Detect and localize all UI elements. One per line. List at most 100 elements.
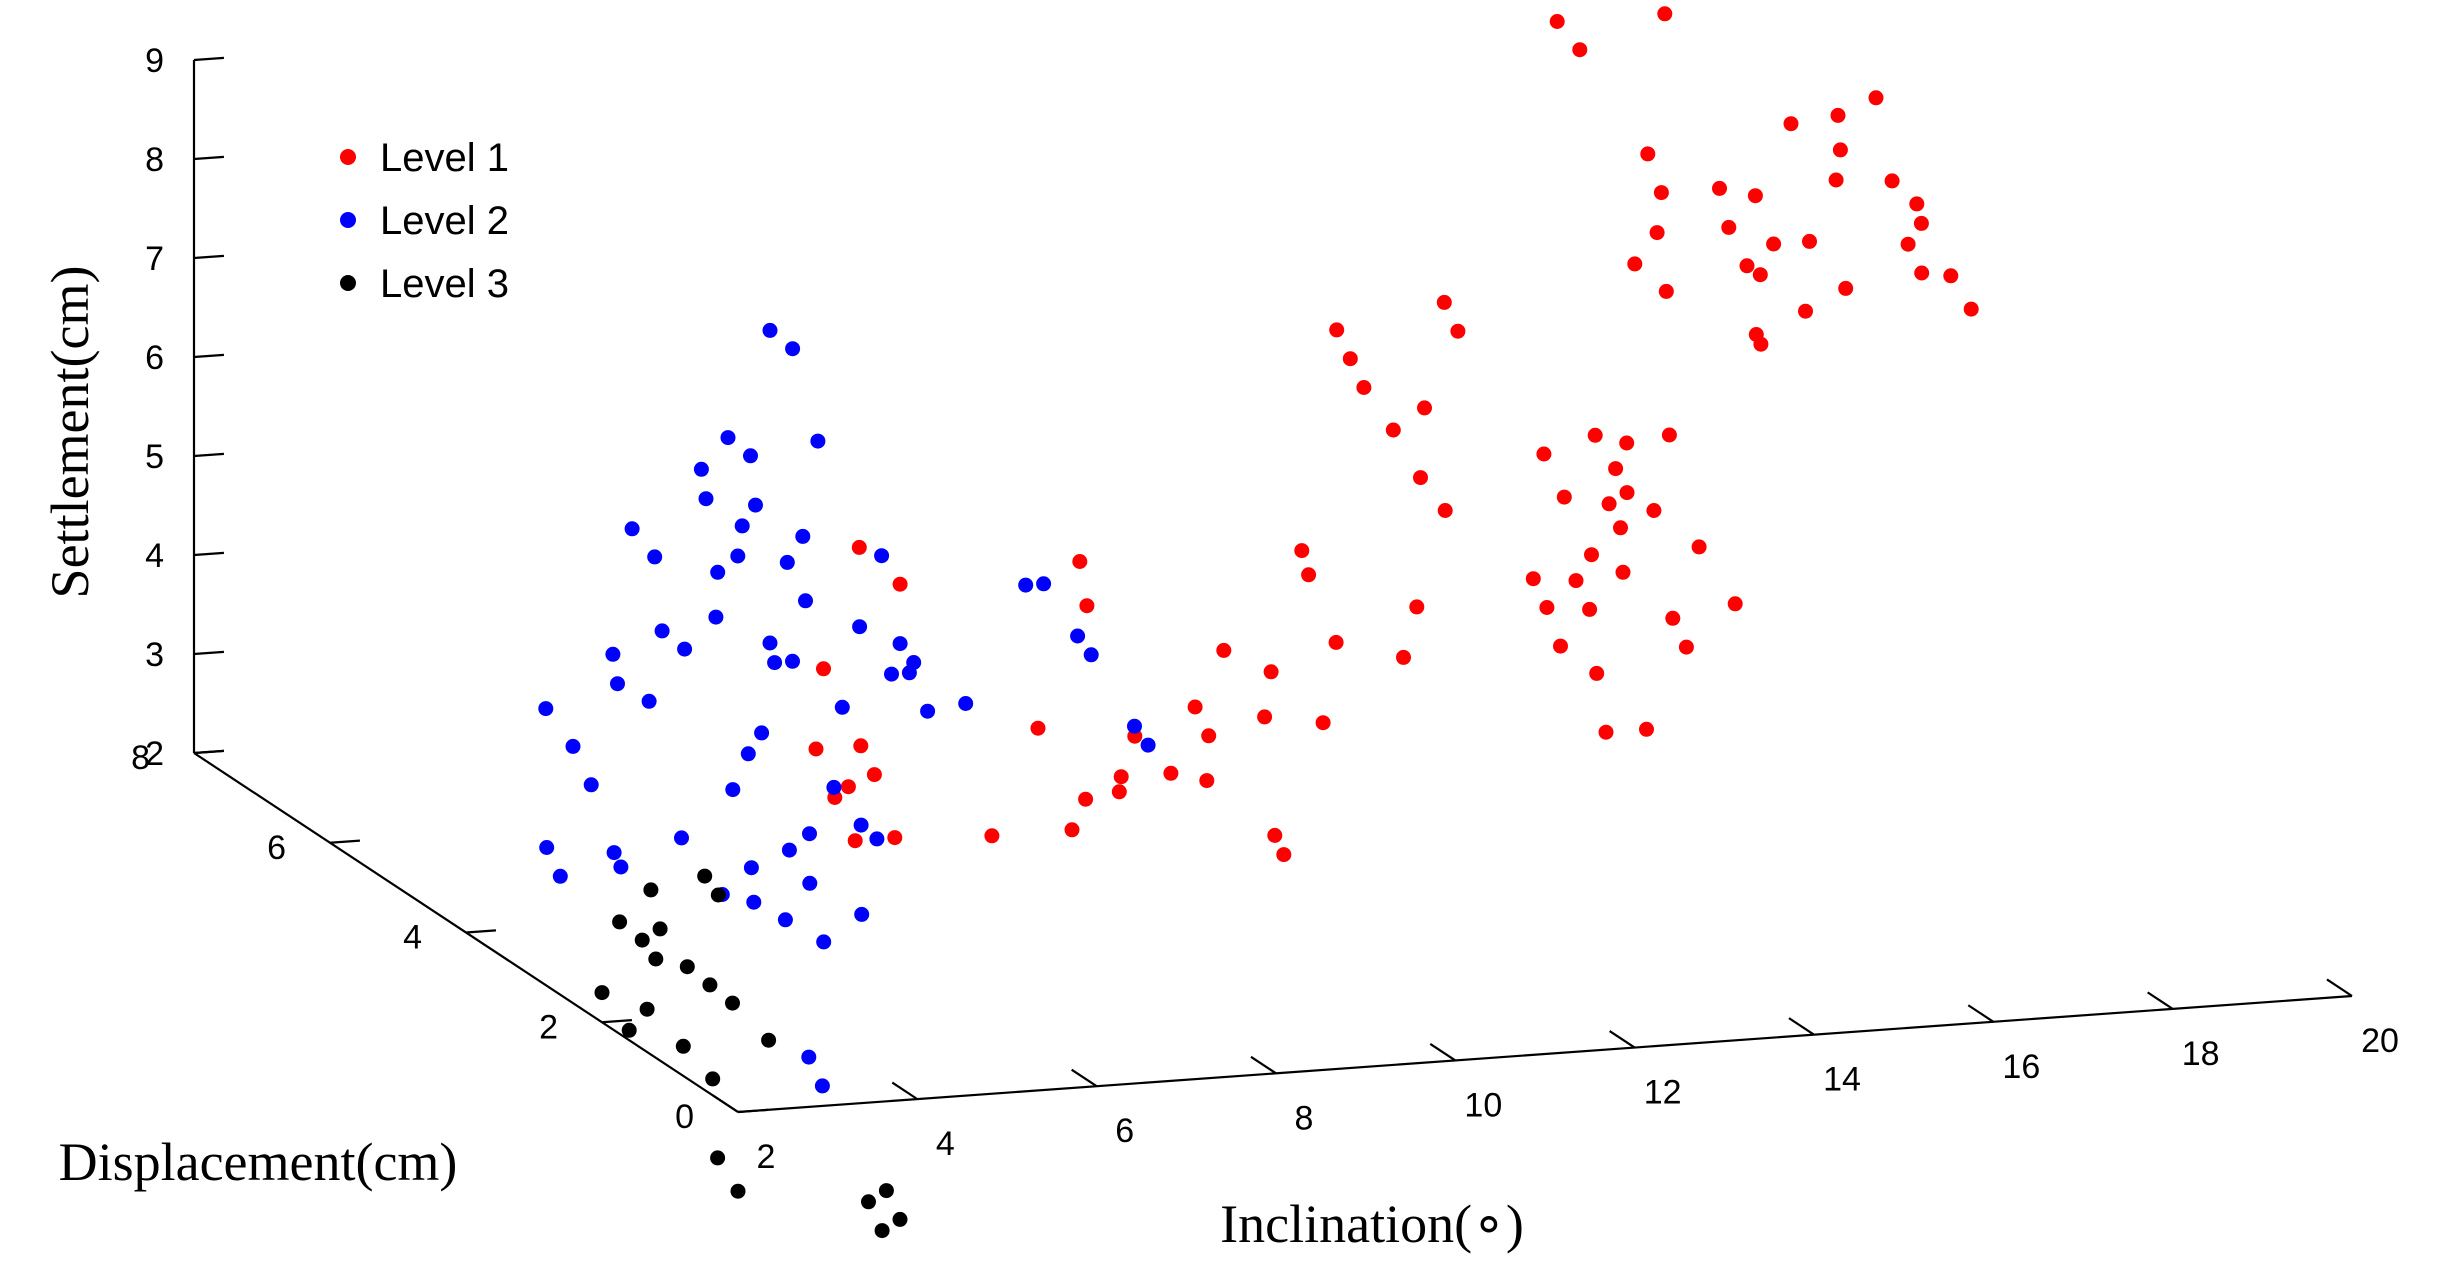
x-tick <box>1429 1043 1456 1062</box>
data-point-level-2 <box>816 934 832 950</box>
data-point-level-2 <box>781 842 797 858</box>
data-point-level-1 <box>1342 351 1358 367</box>
x-tick-label: 6 <box>1115 1112 1134 1150</box>
data-point-level-1 <box>1589 665 1605 681</box>
data-point-level-1 <box>1584 547 1599 563</box>
y-tick-label: 4 <box>403 919 422 957</box>
data-point-level-3 <box>730 1183 746 1199</box>
data-point-level-1 <box>1914 265 1930 281</box>
x-tick <box>2147 991 2174 1010</box>
data-point-level-1 <box>1752 267 1768 283</box>
x-tick <box>1788 1017 1815 1036</box>
data-point-level-1 <box>1199 773 1215 789</box>
data-point-level-3 <box>594 985 610 1001</box>
data-point-level-2 <box>901 665 917 681</box>
data-point-level-1 <box>1078 791 1094 807</box>
z-axis-title: Settlement(cm) <box>40 266 100 599</box>
z-tick-label: 6 <box>145 339 164 377</box>
data-point-level-1 <box>1417 400 1432 416</box>
x-axis-line <box>737 994 2353 1114</box>
x-tick <box>1967 1004 1994 1023</box>
data-point-level-1 <box>1653 185 1669 201</box>
data-point-level-1 <box>1747 188 1763 204</box>
data-point-level-1 <box>1294 543 1310 559</box>
data-point-level-2 <box>869 831 885 847</box>
data-point-level-1 <box>1678 639 1694 655</box>
data-point-level-2 <box>740 746 756 762</box>
data-point-level-1 <box>853 738 869 754</box>
data-point-level-2 <box>610 676 625 692</box>
data-point-level-1 <box>1525 571 1541 587</box>
data-point-level-2 <box>958 696 974 711</box>
data-point-level-1 <box>816 661 831 677</box>
data-point-level-2 <box>754 725 770 741</box>
data-point-level-1 <box>1064 822 1080 838</box>
data-point-level-1 <box>847 833 863 849</box>
data-point-level-2 <box>874 548 890 564</box>
data-point-level-2 <box>810 433 826 449</box>
data-point-level-2 <box>762 322 778 338</box>
x-axis-title: Inclination(∘) <box>1220 1194 1524 1254</box>
data-point-level-2 <box>854 906 870 922</box>
data-point-level-2 <box>539 840 555 855</box>
x-tick <box>2326 978 2353 997</box>
data-point-level-1 <box>1727 596 1743 612</box>
x-tick-label: 4 <box>936 1125 955 1163</box>
data-point-level-2 <box>674 830 689 846</box>
data-point-level-2 <box>1070 628 1086 644</box>
data-point-level-2 <box>785 653 800 669</box>
data-point-level-3 <box>612 914 628 930</box>
data-point-level-1 <box>840 779 856 795</box>
z-tick <box>193 452 225 458</box>
data-point-level-1 <box>1079 598 1095 614</box>
data-point-level-1 <box>1830 107 1846 123</box>
data-point-level-2 <box>826 779 842 795</box>
data-point-level-1 <box>1549 14 1565 29</box>
data-point-level-1 <box>1766 236 1782 252</box>
data-point-level-2 <box>613 859 629 875</box>
data-point-level-3 <box>761 1032 777 1048</box>
data-point-level-3 <box>702 977 718 993</box>
x-tick-label: 12 <box>1644 1074 1682 1112</box>
legend-label-level-2: Level 2 <box>380 199 509 243</box>
data-point-level-3 <box>621 1022 637 1038</box>
data-point-level-1 <box>1601 496 1617 512</box>
z-tick-label: 4 <box>145 537 164 575</box>
legend-label-level-3: Level 3 <box>380 262 509 306</box>
data-point-level-3 <box>861 1194 876 1210</box>
z-tick <box>193 551 225 557</box>
data-point-level-1 <box>1657 6 1673 22</box>
data-point-level-1 <box>1437 503 1453 518</box>
data-point-level-1 <box>1913 215 1929 231</box>
data-point-level-1 <box>1329 322 1345 338</box>
data-point-level-1 <box>1216 642 1232 658</box>
data-point-level-2 <box>762 635 778 651</box>
x-tick <box>1071 1068 1098 1088</box>
data-point-level-1 <box>1301 567 1317 583</box>
data-point-level-1 <box>1568 573 1584 589</box>
z-tick-label: 3 <box>145 636 164 674</box>
data-point-level-1 <box>1385 422 1401 438</box>
data-point-level-2 <box>1127 718 1142 734</box>
data-point-level-1 <box>1556 489 1572 505</box>
data-point-level-3 <box>648 951 664 967</box>
data-point-level-1 <box>1257 709 1273 725</box>
data-point-level-2 <box>654 623 670 639</box>
x-tick-label: 14 <box>1823 1061 1861 1099</box>
data-point-level-3 <box>634 932 650 948</box>
data-point-level-1 <box>808 741 824 757</box>
data-point-level-3 <box>710 1150 726 1166</box>
data-point-level-2 <box>852 619 868 635</box>
data-point-level-1 <box>1627 256 1643 272</box>
data-point-level-3 <box>679 959 695 975</box>
data-point-level-2 <box>698 491 714 507</box>
data-point-level-1 <box>1639 721 1654 737</box>
y-tick-label: 0 <box>675 1098 694 1136</box>
data-point-level-1 <box>1665 610 1681 626</box>
data-point-level-2 <box>798 593 813 609</box>
data-point-level-1 <box>1356 380 1372 395</box>
data-point-level-1 <box>1328 634 1344 650</box>
data-point-level-2 <box>538 701 554 717</box>
data-point-level-1 <box>1838 280 1854 296</box>
